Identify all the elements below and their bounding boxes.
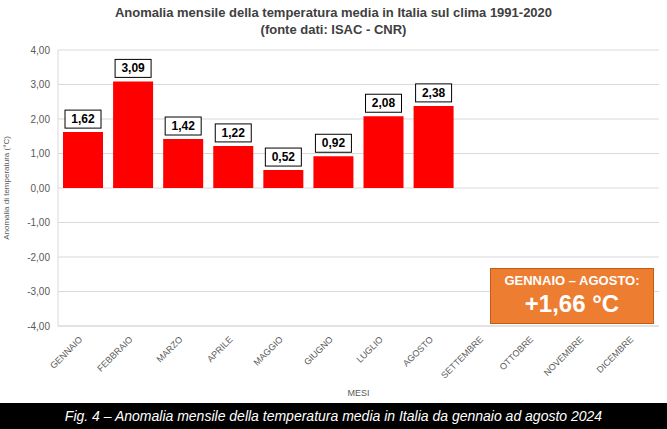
html-text:Anomalia mensile della tempera: Anomalia mensile della temperatura media… [114,5,553,20]
svg-text:LUGLIO: LUGLIO [355,334,385,364]
svg-text:OTTOBRE: OTTOBRE [497,334,535,372]
svg-text:2,00: 2,00 [31,114,51,125]
svg-text:1,42: 1,42 [171,119,195,133]
html-text:GENNAIO – AGOSTO:: GENNAIO – AGOSTO: [504,273,640,288]
svg-text:1,62: 1,62 [71,112,95,126]
svg-text:MAGGIO: MAGGIO [252,334,285,367]
svg-text:NOVEMBRE: NOVEMBRE [542,334,585,377]
html-text:(fonte dati: ISAC - CNR): (fonte dati: ISAC - CNR) [260,22,407,37]
svg-text:DICEMBRE: DICEMBRE [595,334,636,375]
svg-text:SETTEMBRE: SETTEMBRE [439,334,485,380]
svg-text:APRILE: APRILE [205,334,235,364]
svg-text:AGOSTO: AGOSTO [401,334,435,368]
svg-text:2,38: 2,38 [422,86,446,100]
svg-text:-1,00: -1,00 [27,217,50,228]
html-text:+1,66 °C: +1,66 °C [524,290,620,317]
svg-text:GENNAIO: GENNAIO [48,334,84,370]
html-text:Fig. 4 – Anomalia mensile dell: Fig. 4 – Anomalia mensile della temperat… [64,408,603,424]
svg-text:GIUGNO: GIUGNO [302,334,335,367]
svg-text:Anomalia di temperatura (°C): Anomalia di temperatura (°C) [8,136,11,240]
svg-text:1,00: 1,00 [31,148,51,159]
svg-text:-2,00: -2,00 [27,252,50,263]
svg-text:3,00: 3,00 [31,79,51,90]
svg-text:3,09: 3,09 [121,61,145,75]
svg-text:-4,00: -4,00 [27,321,50,332]
svg-text:MESI: MESI [347,388,369,398]
svg-text:FEBBRAIO: FEBBRAIO [95,334,134,373]
svg-text:MARZO: MARZO [155,334,185,364]
svg-text:2,08: 2,08 [372,96,396,110]
svg-text:0,92: 0,92 [322,136,346,150]
svg-text:0,00: 0,00 [31,183,51,194]
svg-text:4,00: 4,00 [31,45,51,56]
svg-text:-3,00: -3,00 [27,286,50,297]
svg-text:1,22: 1,22 [222,126,246,140]
svg-text:0,52: 0,52 [272,150,296,164]
